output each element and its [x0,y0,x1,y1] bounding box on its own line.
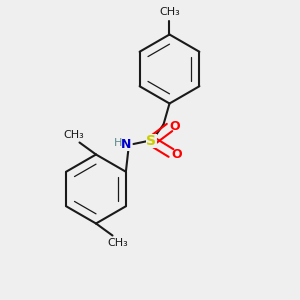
Text: H: H [114,137,123,148]
Text: N: N [121,137,131,151]
Text: S: S [146,134,157,148]
Text: O: O [171,148,182,161]
Text: CH₃: CH₃ [64,130,85,140]
Text: CH₃: CH₃ [107,238,128,248]
Text: CH₃: CH₃ [159,8,180,17]
Text: O: O [169,119,180,133]
